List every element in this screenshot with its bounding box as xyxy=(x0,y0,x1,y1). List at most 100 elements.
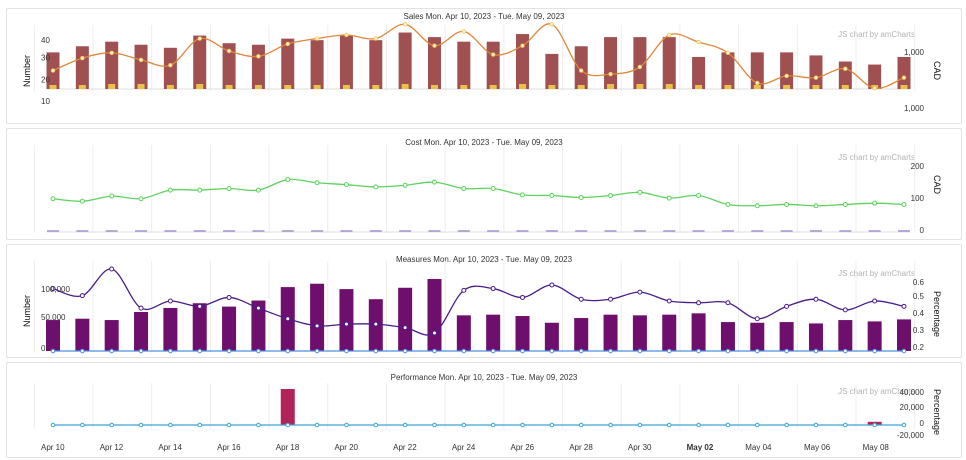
performance-point xyxy=(637,422,643,428)
measures-zero-point xyxy=(344,348,349,354)
measures-zero-point xyxy=(226,348,232,354)
sales-bar xyxy=(251,44,265,89)
cost-point xyxy=(578,194,584,200)
cost-point xyxy=(79,198,85,204)
sales-secondary-bar xyxy=(460,85,468,89)
measures-chart-panel: Measures Mon. Apr 10, 2023 - Tue. May 09… xyxy=(6,244,962,358)
cost-point xyxy=(784,201,790,207)
measures-point xyxy=(461,287,467,293)
measures-zero-point xyxy=(696,348,701,354)
cost-point xyxy=(754,203,760,209)
measures-bar xyxy=(310,283,325,351)
measures-point xyxy=(490,286,496,292)
cost-point xyxy=(725,201,731,207)
measures-zero-point xyxy=(549,348,555,354)
cost-bar xyxy=(868,230,881,232)
cost-chart-plot: 0 100 200 xyxy=(33,145,925,235)
sales-bar xyxy=(604,37,618,89)
cost-bar xyxy=(721,230,734,232)
measures-point xyxy=(784,303,790,309)
cost-bar xyxy=(193,230,206,232)
cost-bar xyxy=(780,230,793,232)
measures-right-tick-label: 0.2 xyxy=(913,343,925,352)
x-tick-label: Apr 24 xyxy=(451,443,476,452)
cost-bar xyxy=(428,230,441,232)
cost-point xyxy=(872,200,878,206)
performance-point xyxy=(402,422,408,428)
sales-bar xyxy=(721,52,735,89)
measures-point xyxy=(842,307,848,313)
measures-zero-point xyxy=(432,348,437,354)
x-tick-label: May 06 xyxy=(803,443,831,452)
sales-line-point xyxy=(520,43,525,48)
measures-zero-point xyxy=(138,348,144,354)
measures-point xyxy=(314,323,320,329)
measures-point xyxy=(343,321,349,327)
measures-zero-point xyxy=(813,348,819,354)
sales-secondary-bar xyxy=(166,85,174,89)
cost-bar xyxy=(399,230,412,232)
cost-chart-credit[interactable]: JS chart by amCharts xyxy=(838,153,915,162)
sales-line-point xyxy=(579,68,584,73)
measures-point xyxy=(754,316,760,322)
sales-line-point xyxy=(490,52,496,57)
x-tick-label: Apr 30 xyxy=(627,443,652,452)
measures-zero-point xyxy=(109,348,114,354)
measures-right-tick-label: 0.5 xyxy=(913,292,925,301)
performance-chart-credit[interactable]: JS chart by amCharts xyxy=(838,387,915,396)
cost-point xyxy=(167,187,173,193)
sales-bar xyxy=(662,37,676,89)
measures-point xyxy=(285,316,291,322)
measures-bar xyxy=(603,314,618,351)
cost-point xyxy=(608,193,614,199)
cost-bar xyxy=(76,230,89,232)
performance-point xyxy=(432,422,437,428)
measures-zero-point xyxy=(725,348,731,354)
x-tick-label: Apr 16 xyxy=(217,443,241,452)
sales-line-point xyxy=(256,54,261,59)
performance-point xyxy=(373,422,379,428)
performance-point xyxy=(608,422,613,428)
cost-bar xyxy=(633,230,646,232)
measures-zero-point xyxy=(461,348,467,354)
measures-bar xyxy=(720,322,735,351)
performance-point xyxy=(256,422,261,428)
measures-left-tick-label: 100,000 xyxy=(41,285,70,294)
sales-line xyxy=(52,23,905,90)
sales-secondary-bar xyxy=(254,85,262,89)
cost-point xyxy=(461,186,467,191)
measures-zero-point xyxy=(608,348,613,354)
cost-point xyxy=(666,195,672,201)
cost-bar xyxy=(311,230,324,232)
cost-point xyxy=(255,187,261,193)
performance-point xyxy=(109,422,114,428)
sales-bar xyxy=(633,37,647,89)
measures-bar xyxy=(398,287,413,351)
performance-right-tick-label: -20,000 xyxy=(897,431,925,440)
performance-point xyxy=(872,422,877,428)
measures-point xyxy=(373,321,379,327)
sales-secondary-bar xyxy=(49,85,57,89)
sales-secondary-bar xyxy=(342,85,350,89)
measures-bar xyxy=(104,320,119,351)
sales-bar xyxy=(809,55,823,89)
measures-zero-point xyxy=(314,348,320,354)
cost-bar xyxy=(839,230,852,232)
sales-right-tick-label: 1,000 xyxy=(904,48,925,57)
measures-right-tick-label: 0.4 xyxy=(913,309,925,318)
sales-bar xyxy=(838,61,852,89)
sales-chart-credit[interactable]: JS chart by amCharts xyxy=(838,30,915,39)
measures-point xyxy=(50,286,56,292)
performance-right-tick-label: 40,000 xyxy=(900,388,925,397)
sales-chart-panel: Sales Mon. Apr 10, 2023 - Tue. May 09, 2… xyxy=(6,8,962,124)
measures-chart-plot: 0 50,000 100,000 0.2 0.3 0.4 0.5 0.6 xyxy=(33,261,925,354)
sales-secondary-bar xyxy=(753,85,761,89)
sales-line-point xyxy=(637,64,643,70)
sales-line-point xyxy=(461,29,467,34)
measures-zero-point xyxy=(256,348,261,354)
cost-bar xyxy=(751,230,764,232)
performance-point xyxy=(344,422,349,428)
measures-chart-credit[interactable]: JS chart by amCharts xyxy=(838,269,915,278)
sales-bar xyxy=(281,38,295,89)
performance-point xyxy=(168,422,173,428)
